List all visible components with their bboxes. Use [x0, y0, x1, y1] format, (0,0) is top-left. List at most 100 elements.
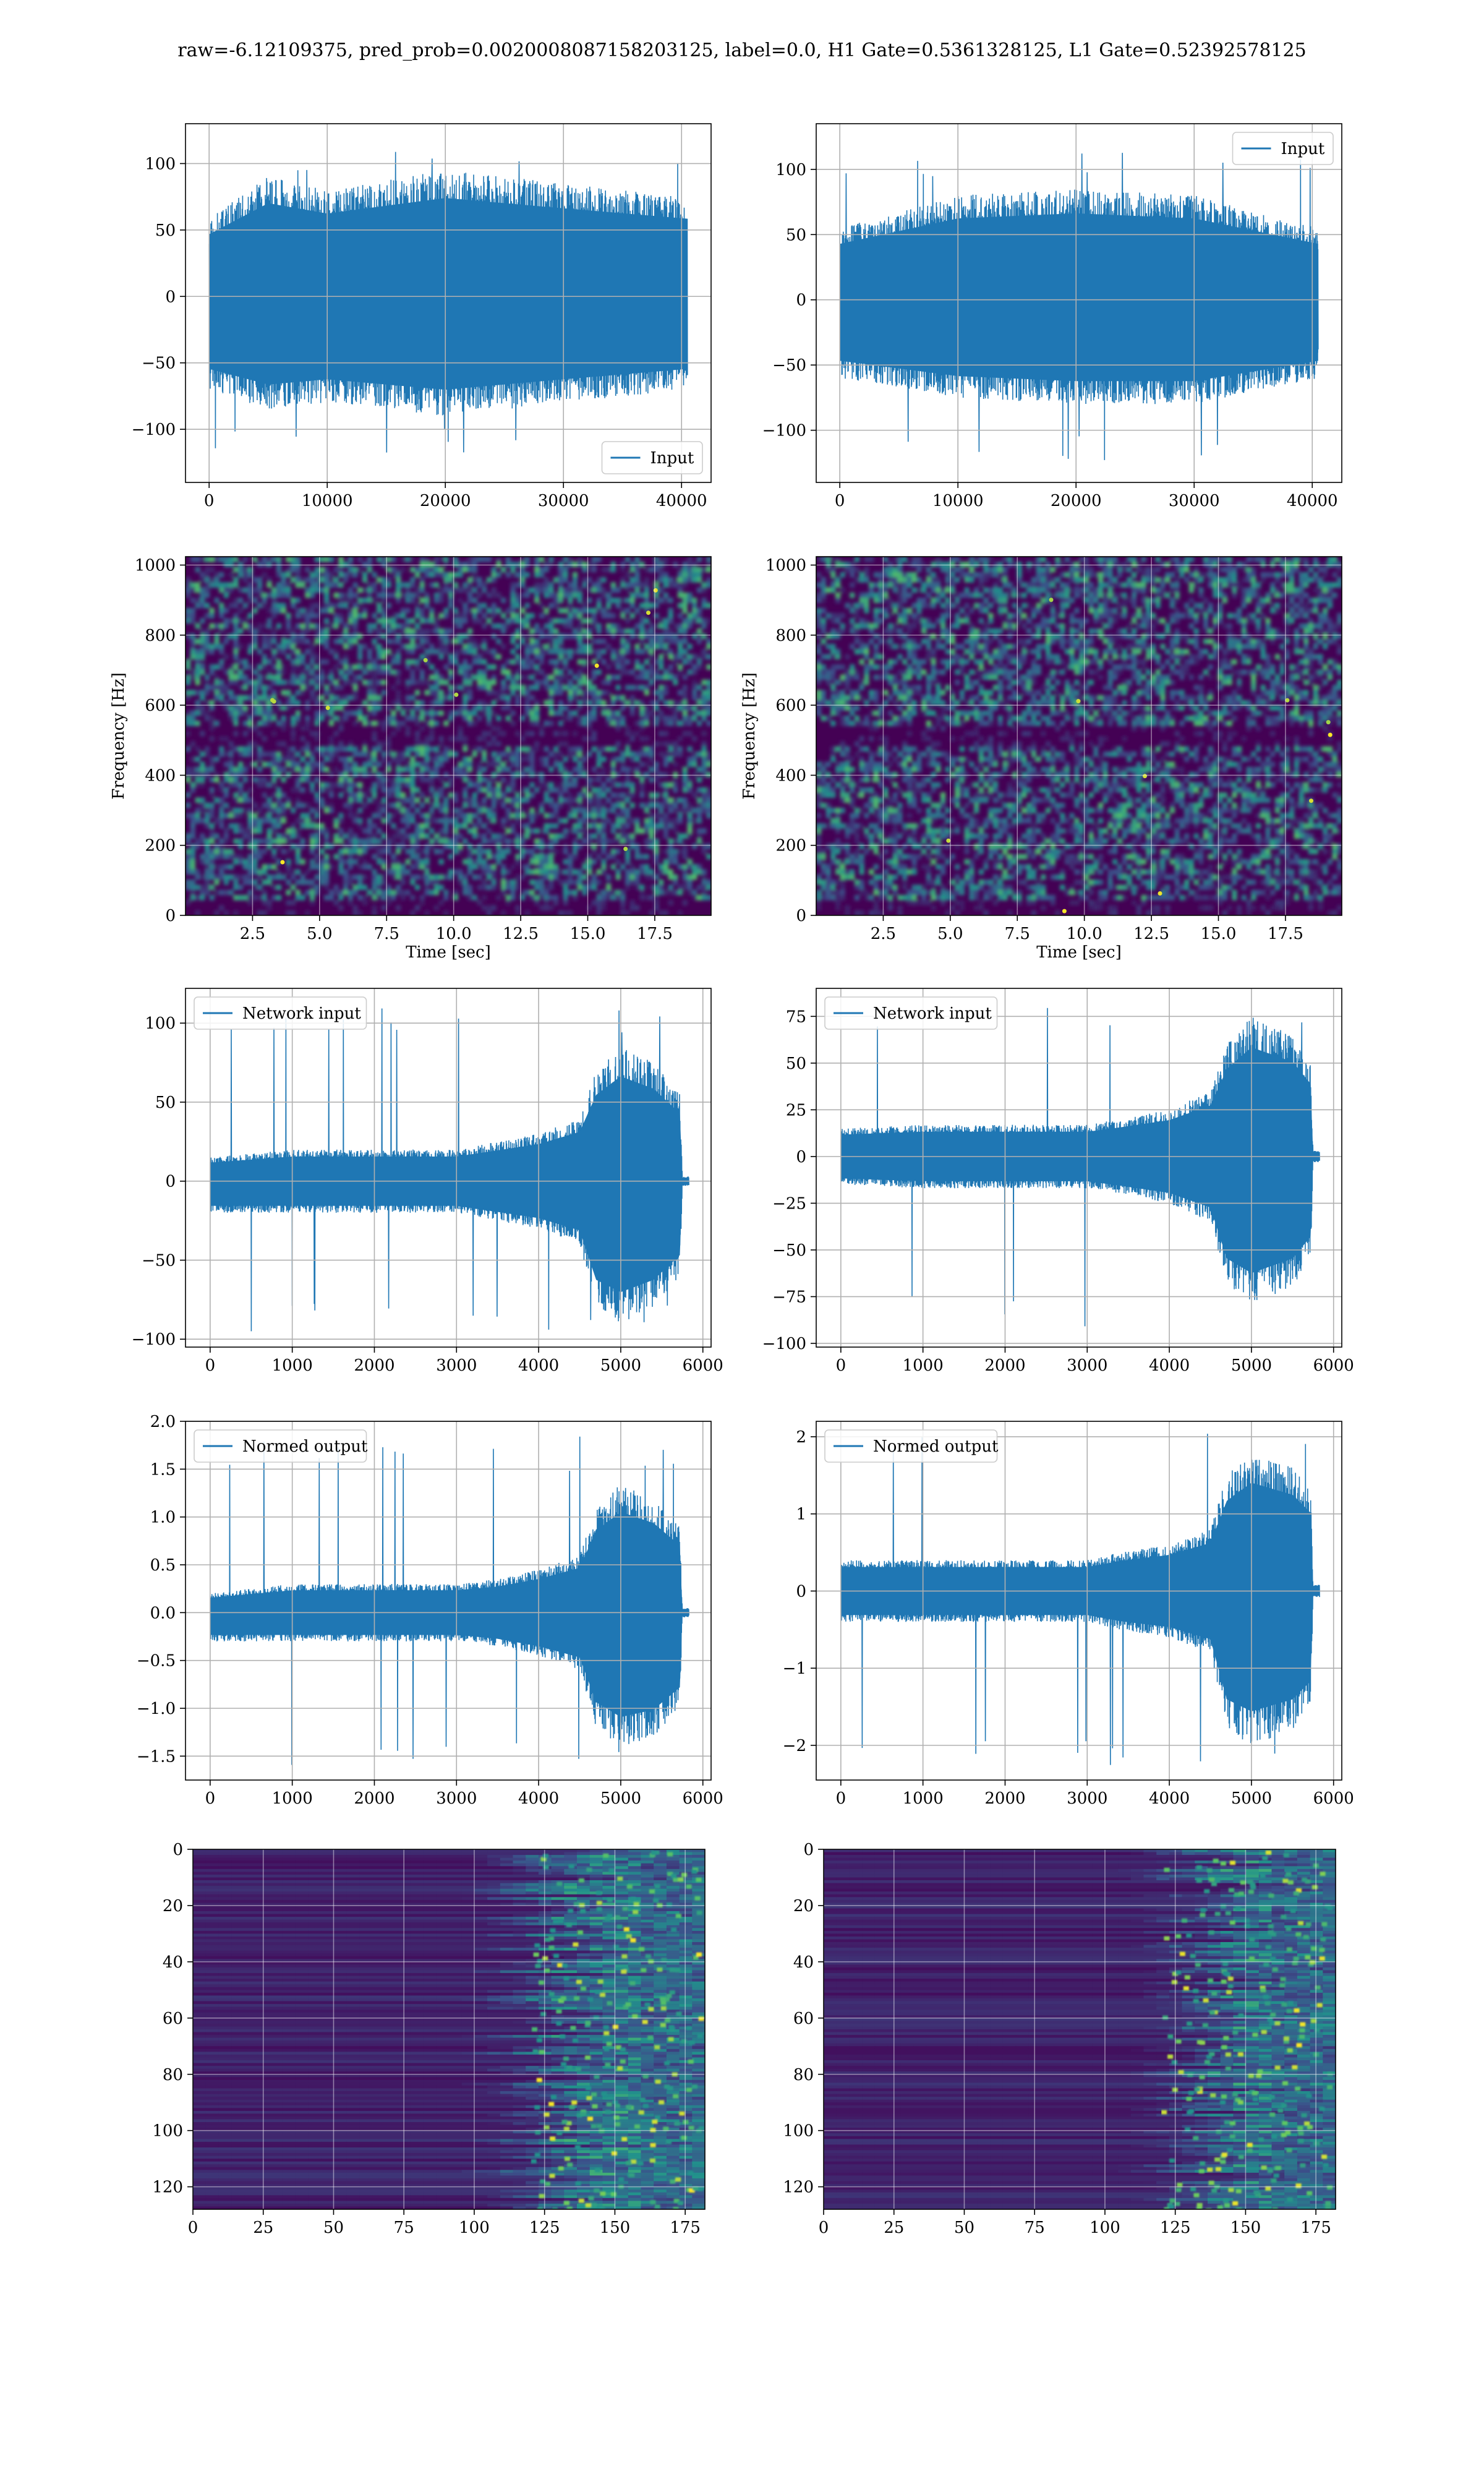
y-tick-label: 600	[775, 696, 806, 715]
y-tick-label: −1	[783, 1659, 806, 1678]
series-fill	[209, 198, 688, 390]
series-fill	[210, 1512, 689, 1718]
y-tick-label: 20	[163, 1897, 183, 1915]
x-tick-label: 3000	[436, 1789, 477, 1808]
x-tick-label: 40000	[1287, 492, 1338, 510]
y-tick-label: 0.0	[150, 1604, 176, 1622]
x-axis-label: Time [sec]	[406, 943, 491, 962]
x-tick-label: 5000	[600, 1789, 641, 1808]
y-tick-label: 50	[786, 226, 806, 244]
series-fill	[210, 1076, 689, 1293]
l1-network-input-panel: 0 1000 2000 3000 4000 5000 6000 −100 −75 −50 −25 0 2…	[762, 988, 1354, 1375]
x-tick-label: 40000	[656, 492, 707, 510]
x-tick-label: 2000	[984, 1356, 1025, 1375]
y-tick-label: 50	[155, 221, 176, 240]
x-tick-label: 1000	[903, 1356, 944, 1375]
x-tick-label: 0	[188, 2219, 198, 2237]
y-tick-label: 200	[145, 837, 176, 855]
legend: Normed output	[194, 1429, 368, 1463]
x-tick-label: 6000	[1313, 1356, 1354, 1375]
y-tick-label: 50	[155, 1094, 176, 1112]
legend-box	[1232, 132, 1334, 165]
y-tick-label: 0	[796, 1148, 806, 1166]
legend-box	[824, 996, 998, 1030]
h1-spectrogram-panel: 2.5 5.0 7.5 10.0 12.5 15.0 17.5 0 200 400 600 800 10…	[109, 556, 712, 962]
x-tick-label: 12.5	[1133, 925, 1169, 943]
y-tick-label: 100	[775, 161, 806, 179]
x-tick-label: 4000	[1149, 1789, 1190, 1808]
l1-normed-output-panel: 0 1000 2000 3000 4000 5000 6000 −2 −1 0 1 2 Normed o…	[783, 1421, 1354, 1808]
y-tick-label: 60	[793, 2010, 814, 2028]
legend-box	[824, 1429, 998, 1463]
h1-feature-map-panel: 0 25 50 75 100 125 150 175 0 20 40 60 80 100 120	[152, 1841, 706, 2237]
y-tick-label: 120	[783, 2178, 814, 2197]
h1-normed-output-panel: 0 1000 2000 3000 4000 5000 6000 −1.5 −1.0 −0.5 0.0…	[137, 1413, 723, 1808]
y-tick-label: 0	[165, 907, 176, 925]
legend-label: Normed output	[242, 1437, 368, 1456]
x-tick-label: 1000	[272, 1356, 313, 1375]
x-tick-label: 150	[600, 2219, 631, 2237]
heatmap-image	[816, 557, 1342, 915]
legend-box	[601, 441, 703, 474]
x-tick-label: 50	[954, 2219, 974, 2237]
axes-frame	[816, 988, 1342, 1348]
x-tick-label: 7.5	[374, 925, 399, 943]
figure-title: raw=-6.12109375, pred_prob=0.00200080871…	[177, 40, 1307, 61]
y-tick-label: 40	[163, 1953, 183, 1972]
x-tick-label: 6000	[683, 1356, 723, 1375]
y-tick-label: 800	[145, 627, 176, 645]
x-tick-label: 100	[459, 2219, 490, 2237]
y-tick-label: 400	[775, 766, 806, 785]
x-tick-label: 1000	[272, 1789, 313, 1808]
y-tick-label: 50	[786, 1055, 806, 1073]
x-tick-label: 17.5	[1268, 925, 1303, 943]
legend-label: Network input	[873, 1004, 992, 1023]
x-tick-label: 2000	[354, 1789, 394, 1808]
y-tick-label: 0	[796, 1582, 806, 1601]
axes-frame	[823, 1849, 1336, 2210]
series-fill	[840, 1047, 1320, 1273]
h1-network-input-panel: 0 1000 2000 3000 4000 5000 6000 −100 −50 0 50 100 Ne…	[132, 988, 723, 1375]
axes-frame	[192, 1849, 706, 2210]
y-tick-label: 2.0	[150, 1413, 176, 1431]
x-tick-label: 17.5	[637, 925, 673, 943]
x-tick-label: 100	[1090, 2219, 1120, 2237]
y-tick-label: 0	[173, 1841, 183, 1859]
x-tick-label: 6000	[683, 1789, 723, 1808]
legend: Network input	[824, 996, 998, 1030]
y-tick-label: 80	[793, 2066, 814, 2084]
y-tick-label: 100	[145, 1014, 176, 1033]
y-tick-label: 25	[786, 1101, 806, 1119]
x-tick-label: 5000	[1231, 1789, 1272, 1808]
y-tick-label: 20	[793, 1897, 814, 1915]
legend-label: Normed output	[873, 1437, 999, 1456]
x-tick-label: 4000	[518, 1356, 559, 1375]
grid	[816, 557, 1342, 916]
l1-spectrogram-panel: 2.5 5.0 7.5 10.0 12.5 15.0 17.5 0 200 400 600 800 10…	[740, 556, 1342, 962]
legend: Input	[601, 441, 703, 474]
y-tick-label: −50	[142, 1251, 176, 1270]
h1-input-panel: 0 10000 20000 30000 40000 −100 −50 0 50 100 Input	[132, 123, 712, 510]
series-fill	[840, 1483, 1320, 1711]
legend-label: Input	[1281, 140, 1325, 158]
x-tick-label: 0	[835, 492, 845, 510]
x-tick-label: 5000	[600, 1356, 641, 1375]
x-tick-label: 175	[670, 2219, 701, 2237]
y-tick-label: 0	[796, 907, 806, 925]
axes-frame	[816, 123, 1342, 483]
y-tick-label: 1.5	[150, 1460, 176, 1479]
grid	[186, 988, 711, 1347]
y-tick-label: −100	[762, 1335, 806, 1353]
y-tick-label: 100	[145, 155, 176, 173]
y-tick-label: 1000	[135, 557, 176, 575]
y-tick-label: 2	[796, 1428, 806, 1447]
y-tick-label: 600	[145, 696, 176, 715]
y-tick-label: −100	[132, 421, 176, 439]
x-tick-label: 4000	[518, 1789, 559, 1808]
y-tick-label: 0	[796, 291, 806, 310]
x-tick-label: 75	[394, 2219, 414, 2237]
x-tick-label: 0	[836, 1356, 846, 1375]
y-tick-label: 1000	[765, 557, 806, 575]
x-tick-label: 0	[204, 492, 215, 510]
